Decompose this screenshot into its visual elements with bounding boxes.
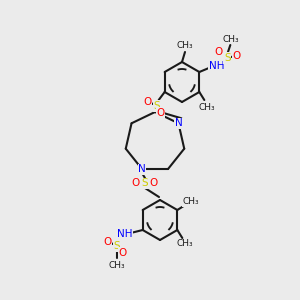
Text: O: O xyxy=(118,248,127,258)
Text: O: O xyxy=(232,51,240,61)
Text: CH₃: CH₃ xyxy=(198,103,214,112)
Text: O: O xyxy=(157,108,165,118)
Text: CH₃: CH₃ xyxy=(108,260,125,269)
Text: CH₃: CH₃ xyxy=(222,34,238,43)
Text: S: S xyxy=(153,101,160,111)
Text: S: S xyxy=(224,53,231,63)
Text: NH: NH xyxy=(117,229,132,239)
Text: O: O xyxy=(144,97,152,107)
Text: N: N xyxy=(138,164,146,174)
Text: O: O xyxy=(103,237,112,247)
Text: CH₃: CH₃ xyxy=(176,239,193,248)
Text: NH: NH xyxy=(208,61,224,71)
Text: O: O xyxy=(214,47,222,57)
Text: O: O xyxy=(150,178,158,188)
Text: O: O xyxy=(132,178,140,188)
Text: S: S xyxy=(142,178,148,188)
Text: N: N xyxy=(175,118,182,128)
Text: CH₃: CH₃ xyxy=(182,197,199,206)
Text: S: S xyxy=(113,241,120,251)
Text: CH₃: CH₃ xyxy=(177,41,193,50)
